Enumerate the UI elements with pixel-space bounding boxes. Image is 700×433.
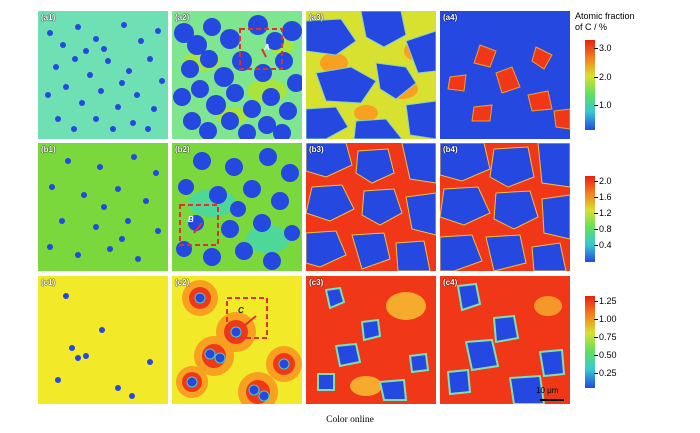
- panel-a1-image: [38, 11, 168, 139]
- panel-c2: (c2) C: [172, 276, 302, 404]
- colorbar-b-tick: 0.8: [594, 224, 612, 234]
- colorbar-b-tick: 0.4: [594, 240, 612, 250]
- panel-c3: (c3): [306, 276, 436, 404]
- colorbar-title: Atomic fraction of C / %: [575, 11, 685, 33]
- panel-a1-label: (a1): [41, 13, 56, 22]
- colorbar-b-tick: 1.2: [594, 208, 612, 218]
- panel-b2-label: (b2): [175, 145, 190, 154]
- colorbar-title-line2: of C / %: [575, 22, 608, 32]
- colorbar-a-tick: 3.0: [594, 43, 612, 53]
- panel-b2-image: [172, 143, 302, 271]
- panel-a3-label: (a3): [309, 13, 324, 22]
- panel-b3-image: [306, 143, 436, 271]
- panel-a2-image: [172, 11, 302, 139]
- panel-b1-label: (b1): [41, 145, 56, 154]
- annotation-a: A: [264, 43, 270, 52]
- panel-a2-label: (a2): [175, 13, 190, 22]
- panel-b3: (b3): [306, 143, 436, 271]
- scale-bar: [540, 399, 564, 401]
- panel-c4: (c4) 10 μm: [440, 276, 570, 404]
- colorbar-c-tick: 0.25: [594, 368, 617, 378]
- figure-caption: Color online: [326, 415, 374, 425]
- panel-a1: (a1): [38, 11, 168, 139]
- panel-b2: (b2) B: [172, 143, 302, 271]
- colorbar-a-tick: 2.0: [594, 72, 612, 82]
- colorbar-a-tick: 1.0: [594, 100, 612, 110]
- panel-a3: (a3): [306, 11, 436, 139]
- panel-b1: (b1): [38, 143, 168, 271]
- panel-b3-label: (b3): [309, 145, 324, 154]
- panel-c1-image: [38, 276, 168, 404]
- panel-c1: (c1): [38, 276, 168, 404]
- scale-label: 10 μm: [536, 386, 559, 395]
- colorbar-b-tick: 2.0: [594, 176, 612, 186]
- panel-a2: (a2) A: [172, 11, 302, 139]
- panel-a4-label: (a4): [443, 13, 458, 22]
- panel-a3-image: [306, 11, 436, 139]
- colorbar-c-tick: 1.00: [594, 314, 617, 324]
- panel-c4-image: [440, 276, 570, 404]
- panel-a4: (a4): [440, 11, 570, 139]
- annotation-c: C: [238, 306, 244, 315]
- panel-c2-label: (c2): [175, 278, 190, 287]
- panel-b4: (b4): [440, 143, 570, 271]
- panel-c2-image: [172, 276, 302, 404]
- colorbar-a: 3.0 2.0 1.0: [585, 40, 612, 130]
- annotation-b: B: [188, 215, 194, 224]
- panel-c4-label: (c4): [443, 278, 458, 287]
- colorbar-c: 1.25 1.00 0.75 0.50 0.25: [585, 296, 617, 388]
- colorbar-b: 2.0 1.6 1.2 0.8 0.4: [585, 176, 612, 262]
- panel-c1-label: (c1): [41, 278, 56, 287]
- colorbar-title-line1: Atomic fraction: [575, 11, 635, 21]
- panel-c3-image: [306, 276, 436, 404]
- colorbar-c-tick: 0.75: [594, 332, 617, 342]
- panel-a4-image: [440, 11, 570, 139]
- panel-b4-label: (b4): [443, 145, 458, 154]
- colorbar-c-tick: 1.25: [594, 296, 617, 306]
- panel-b4-image: [440, 143, 570, 271]
- colorbar-b-tick: 1.6: [594, 192, 612, 202]
- colorbar-c-tick: 0.50: [594, 350, 617, 360]
- panel-c3-label: (c3): [309, 278, 324, 287]
- panel-b1-image: [38, 143, 168, 271]
